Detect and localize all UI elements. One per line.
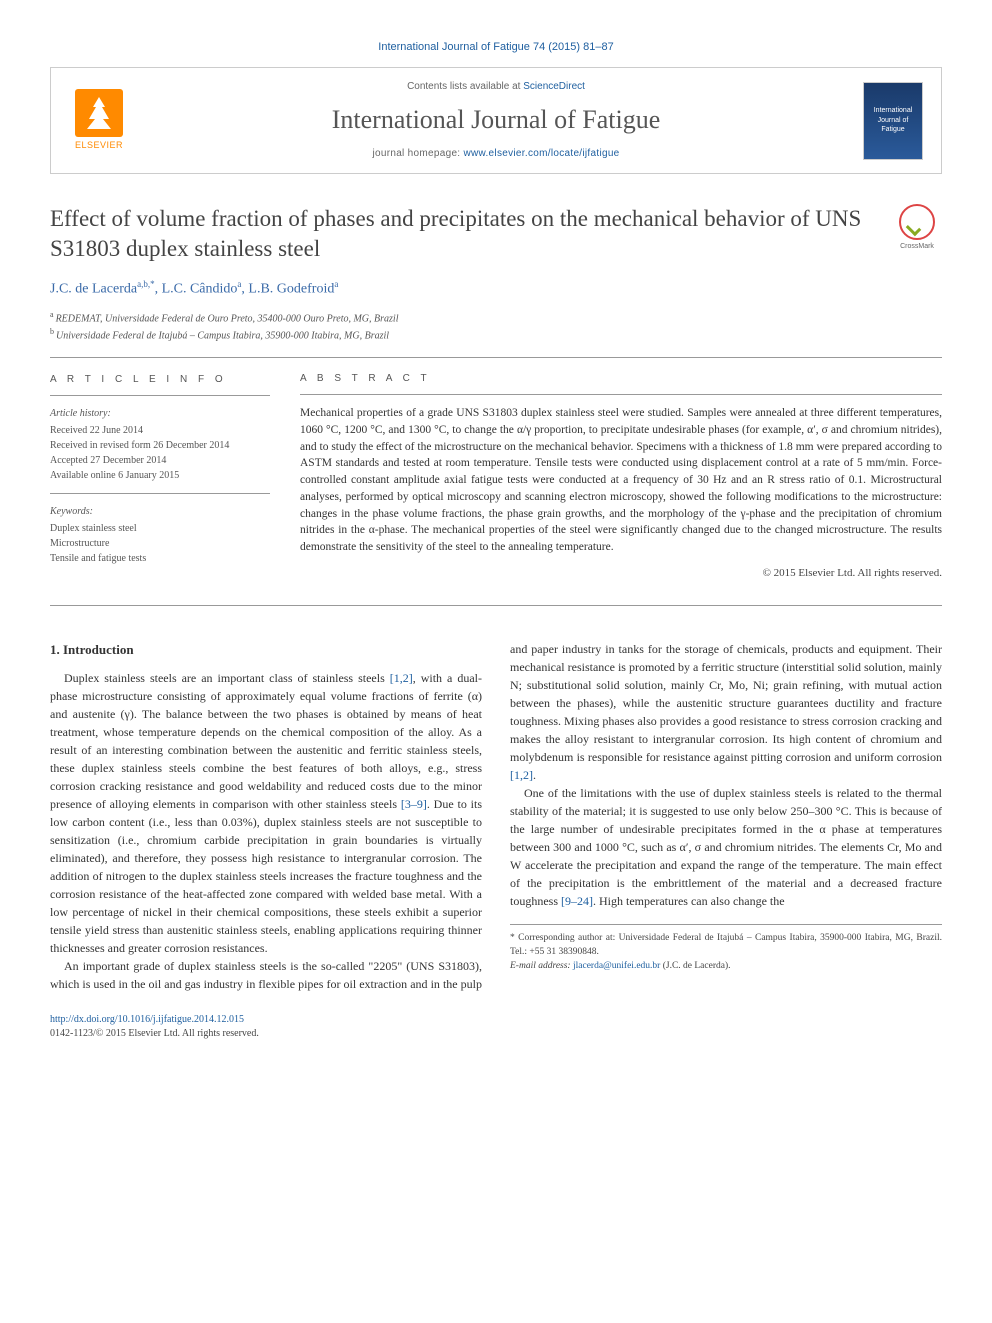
para-1: Duplex stainless steels are an important… — [50, 669, 482, 957]
journal-reference: International Journal of Fatigue 74 (201… — [50, 40, 942, 55]
email-label: E-mail address: — [510, 961, 573, 971]
ref-1-2[interactable]: [1,2] — [390, 671, 413, 685]
journal-title: International Journal of Fatigue — [149, 102, 843, 138]
meta-abstract-row: A R T I C L E I N F O Article history: R… — [50, 372, 942, 580]
section-1-heading: 1. Introduction — [50, 640, 482, 660]
homepage-link[interactable]: www.elsevier.com/locate/ijfatigue — [463, 148, 619, 159]
sciencedirect-link[interactable]: ScienceDirect — [523, 81, 585, 92]
aff-b-sup: b — [50, 327, 54, 336]
crossmark-badge[interactable]: CrossMark — [892, 204, 942, 254]
issn-copyright: 0142-1123/© 2015 Elsevier Ltd. All right… — [50, 1027, 942, 1041]
spacer — [50, 620, 942, 640]
affiliations: aREDEMAT, Universidade Federal de Ouro P… — [50, 309, 942, 344]
article-title: Effect of volume fraction of phases and … — [50, 204, 872, 264]
p3a: One of the limitations with the use of d… — [510, 786, 942, 908]
ref-1-2-b[interactable]: [1,2] — [510, 768, 533, 782]
separator-top — [50, 357, 942, 358]
history-revised: Received in revised form 26 December 201… — [50, 438, 270, 453]
email-suffix: (J.C. de Lacerda). — [660, 961, 730, 971]
p3b: . High temperatures can also change the — [593, 894, 785, 908]
meta-sep-2 — [50, 493, 270, 494]
aff-a-sup: a — [50, 310, 54, 319]
affiliation-b: bUniversidade Federal de Itajubá – Campu… — [50, 326, 942, 343]
p1a: Duplex stainless steels are an important… — [64, 671, 390, 685]
article-info-heading: A R T I C L E I N F O — [50, 372, 270, 387]
history-online: Available online 6 January 2015 — [50, 468, 270, 483]
crossmark-icon — [899, 204, 935, 240]
authors: J.C. de Lacerdaa,b,*, L.C. Cândido a, L.B… — [50, 278, 942, 299]
keyword-1: Duplex stainless steel — [50, 521, 270, 536]
author-3: , L.B. Godefroid — [241, 281, 334, 296]
article-info-col: A R T I C L E I N F O Article history: R… — [50, 372, 270, 580]
ref-9-24[interactable]: [9–24] — [561, 894, 593, 908]
ref-3-9[interactable]: [3–9] — [401, 797, 427, 811]
crossmark-label: CrossMark — [900, 242, 934, 252]
author-2: , L.C. Cândido — [155, 281, 238, 296]
title-row: Effect of volume fraction of phases and … — [50, 204, 942, 278]
author-1: J.C. de Lacerda — [50, 281, 137, 296]
corr-text: Corresponding author at: Universidade Fe… — [510, 933, 942, 957]
email-line: E-mail address: jlacerda@unifei.edu.br (… — [510, 959, 942, 973]
aff-b-text: Universidade Federal de Itajubá – Campus… — [56, 330, 389, 341]
elsevier-logo: ELSEVIER — [69, 86, 129, 156]
keywords-heading: Keywords: — [50, 504, 270, 519]
header-center: Contents lists available at ScienceDirec… — [149, 80, 843, 160]
footnotes: * Corresponding author at: Universidade … — [510, 924, 942, 974]
history-accepted: Accepted 27 December 2014 — [50, 453, 270, 468]
elsevier-tree-icon — [75, 89, 123, 137]
p1b: , with a dual-phase microstructure consi… — [50, 671, 482, 811]
journal-cover-thumb: International Journal of Fatigue — [863, 82, 923, 160]
page-footer: http://dx.doi.org/10.1016/j.ijfatigue.20… — [50, 1013, 942, 1041]
doi-link[interactable]: http://dx.doi.org/10.1016/j.ijfatigue.20… — [50, 1014, 244, 1025]
abstract-col: A B S T R A C T Mechanical properties of… — [300, 372, 942, 580]
abstract-text: Mechanical properties of a grade UNS S31… — [300, 405, 942, 555]
elsevier-label: ELSEVIER — [75, 139, 123, 152]
body-columns: 1. Introduction Duplex stainless steels … — [50, 640, 942, 994]
history-heading: Article history: — [50, 406, 270, 421]
abstract-copyright: © 2015 Elsevier Ltd. All rights reserved… — [300, 566, 942, 581]
history-received: Received 22 June 2014 — [50, 423, 270, 438]
keyword-2: Microstructure — [50, 536, 270, 551]
abstract-heading: A B S T R A C T — [300, 372, 942, 386]
p2b: . — [533, 768, 536, 782]
para-3: One of the limitations with the use of d… — [510, 784, 942, 910]
author-3-sup: a — [334, 279, 338, 289]
p1c: . Due to its low carbon content (i.e., l… — [50, 797, 482, 955]
journal-homepage: journal homepage: www.elsevier.com/locat… — [149, 147, 843, 161]
keyword-3: Tensile and fatigue tests — [50, 551, 270, 566]
contents-line: Contents lists available at ScienceDirec… — [149, 80, 843, 94]
contents-text: Contents lists available at — [407, 81, 523, 92]
corresponding-author: * Corresponding author at: Universidade … — [510, 931, 942, 960]
abstract-sep — [300, 394, 942, 395]
homepage-prefix: journal homepage: — [372, 148, 463, 159]
author-1-sup: a,b,* — [137, 279, 155, 289]
meta-sep-1 — [50, 395, 270, 396]
email-link[interactable]: jlacerda@unifei.edu.br — [573, 961, 660, 971]
affiliation-a: aREDEMAT, Universidade Federal de Ouro P… — [50, 309, 942, 326]
journal-header-box: ELSEVIER Contents lists available at Sci… — [50, 67, 942, 173]
aff-a-text: REDEMAT, Universidade Federal de Ouro Pr… — [56, 313, 399, 324]
separator-bottom — [50, 605, 942, 606]
